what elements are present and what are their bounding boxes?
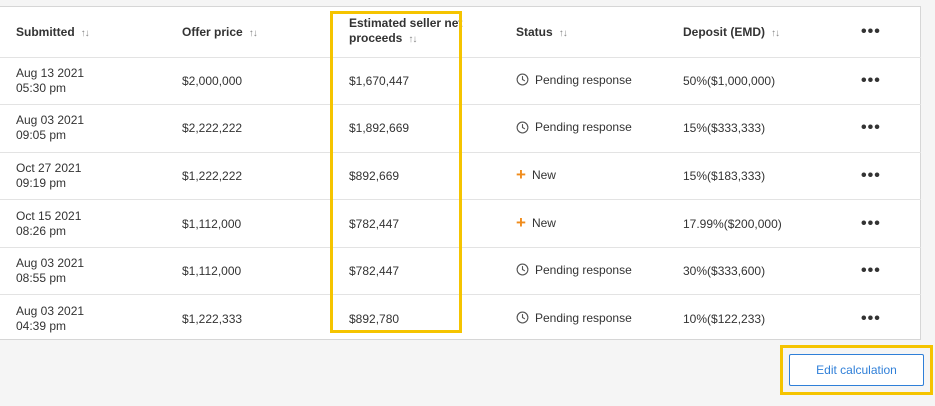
cell-submitted: Oct 27 2021 09:19 pm: [0, 152, 166, 200]
cell-offer-price: $1,222,222: [182, 168, 243, 183]
cell-deposit: 17.99%($200,000): [683, 216, 782, 231]
header-deposit[interactable]: Deposit (EMD) ↑↓: [683, 24, 780, 39]
more-options-icon[interactable]: •••: [861, 22, 881, 40]
cell-estimated-net: $1,892,669: [349, 121, 410, 136]
table-row[interactable]: Oct 27 2021 09:19 pm $1,222,222 $892,669 + Ne…: [0, 152, 921, 200]
sort-icon[interactable]: ↑↓: [558, 27, 568, 39]
table-row[interactable]: Aug 03 2021 08:55 pm $1,112,000 $782,447 Pen…: [0, 247, 921, 295]
submitted-time: 08:55 pm: [16, 271, 67, 286]
status-badge: Pending response: [516, 73, 632, 87]
cell-submitted: Aug 03 2021 04:39 pm: [0, 295, 166, 343]
table-row[interactable]: Oct 15 2021 08:26 pm $1,112,000 $782,447 + Ne…: [0, 199, 921, 248]
cell-status: Pending response: [500, 295, 667, 343]
cell-more: •••: [847, 247, 921, 295]
row-more-options-icon[interactable]: •••: [861, 166, 881, 184]
submitted-date: Aug 03 2021: [16, 113, 85, 128]
plus-icon: +: [516, 213, 526, 233]
sort-icon[interactable]: ↑↓: [80, 27, 90, 39]
row-more-options-icon[interactable]: •••: [861, 119, 881, 137]
submitted-date: Oct 27 2021: [16, 160, 82, 175]
offers-table: Submitted ↑↓ Offer price ↑↓ Estimated sell…: [0, 7, 921, 343]
cell-offer-price: $2,222,222: [182, 121, 243, 136]
table-row[interactable]: Aug 03 2021 09:05 pm $2,222,222 $1,892,669 P…: [0, 104, 921, 153]
clock-icon: [516, 311, 529, 324]
cell-status: + New: [500, 152, 667, 200]
status-badge: Pending response: [516, 263, 632, 277]
cell-submitted: Aug 03 2021 09:05 pm: [0, 105, 166, 153]
cell-deposit: 50%($1,000,000): [683, 73, 776, 88]
edit-calculation-button[interactable]: Edit calculation: [789, 354, 924, 386]
cell-offer-price: $2,000,000: [182, 73, 243, 88]
row-more-options-icon[interactable]: •••: [861, 71, 881, 89]
submitted-date: Aug 03 2021: [16, 304, 85, 319]
status-badge: Pending response: [516, 311, 632, 325]
cell-more: •••: [847, 105, 921, 153]
cell-offer-price: $1,222,333: [182, 312, 243, 327]
row-more-options-icon[interactable]: •••: [861, 214, 881, 232]
submitted-date: Aug 13 2021: [16, 65, 85, 80]
cell-deposit: 15%($333,333): [683, 121, 766, 136]
status-badge: Pending response: [516, 120, 632, 134]
sort-icon[interactable]: ↑↓: [771, 27, 780, 39]
row-more-options-icon[interactable]: •••: [861, 310, 881, 328]
cell-estimated-net: $1,670,447: [349, 73, 410, 88]
cell-submitted: Oct 15 2021 08:26 pm: [0, 200, 166, 248]
cell-more: •••: [847, 200, 921, 248]
cell-status: + New: [500, 200, 667, 248]
header-offer-price[interactable]: Offer price ↑↓: [182, 24, 258, 39]
submitted-time: 04:39 pm: [16, 319, 67, 334]
submitted-time: 08:26 pm: [16, 223, 67, 238]
cell-more: •••: [847, 57, 921, 105]
offers-table-card: Submitted ↑↓ Offer price ↑↓ Estimated sell…: [0, 6, 921, 340]
row-more-options-icon[interactable]: •••: [861, 262, 881, 280]
cell-submitted: Aug 03 2021 08:55 pm: [0, 247, 166, 295]
header-estimated-net[interactable]: Estimated seller net proceeds ↑↓: [349, 16, 463, 46]
header-status[interactable]: Status ↑↓: [516, 24, 568, 39]
sort-icon[interactable]: ↑↓: [248, 27, 258, 39]
cell-deposit: 30%($333,600): [683, 264, 766, 279]
header-more[interactable]: •••: [847, 7, 921, 57]
cell-estimated-net: $892,780: [349, 312, 400, 327]
clock-icon: [516, 73, 529, 86]
cell-more: •••: [847, 295, 921, 343]
cell-submitted: Aug 13 2021 05:30 pm: [0, 57, 166, 105]
cell-deposit: 10%($122,233): [683, 312, 766, 327]
cell-status: Pending response: [500, 247, 667, 295]
header-submitted[interactable]: Submitted ↑↓: [16, 24, 90, 39]
submitted-date: Aug 03 2021: [16, 256, 85, 271]
submitted-time: 09:05 pm: [16, 128, 67, 143]
status-badge: + New: [516, 165, 556, 185]
submitted-time: 05:30 pm: [16, 80, 67, 95]
clock-icon: [516, 121, 529, 134]
table-header-row: Submitted ↑↓ Offer price ↑↓ Estimated sell…: [0, 7, 921, 57]
sort-icon[interactable]: ↑↓: [408, 34, 417, 46]
status-badge: + New: [516, 213, 556, 233]
cell-deposit: 15%($183,333): [683, 168, 766, 183]
clock-icon: [516, 263, 529, 276]
table-row[interactable]: Aug 13 2021 05:30 pm $2,000,000 $1,670,447 P…: [0, 57, 921, 105]
submitted-time: 09:19 pm: [16, 175, 67, 190]
submitted-date: Oct 15 2021: [16, 208, 82, 223]
cell-offer-price: $1,112,000: [182, 264, 242, 279]
cell-estimated-net: $782,447: [349, 216, 400, 231]
cell-status: Pending response: [500, 57, 667, 105]
cell-estimated-net: $782,447: [349, 264, 400, 279]
cell-status: Pending response: [500, 105, 667, 153]
table-row[interactable]: Aug 03 2021 04:39 pm $1,222,333 $892,780 Pen…: [0, 294, 921, 343]
cell-estimated-net: $892,669: [349, 168, 400, 183]
plus-icon: +: [516, 165, 526, 185]
cell-offer-price: $1,112,000: [182, 216, 242, 231]
cell-more: •••: [847, 152, 921, 200]
highlight-edit-calculation: Edit calculation: [780, 345, 933, 395]
